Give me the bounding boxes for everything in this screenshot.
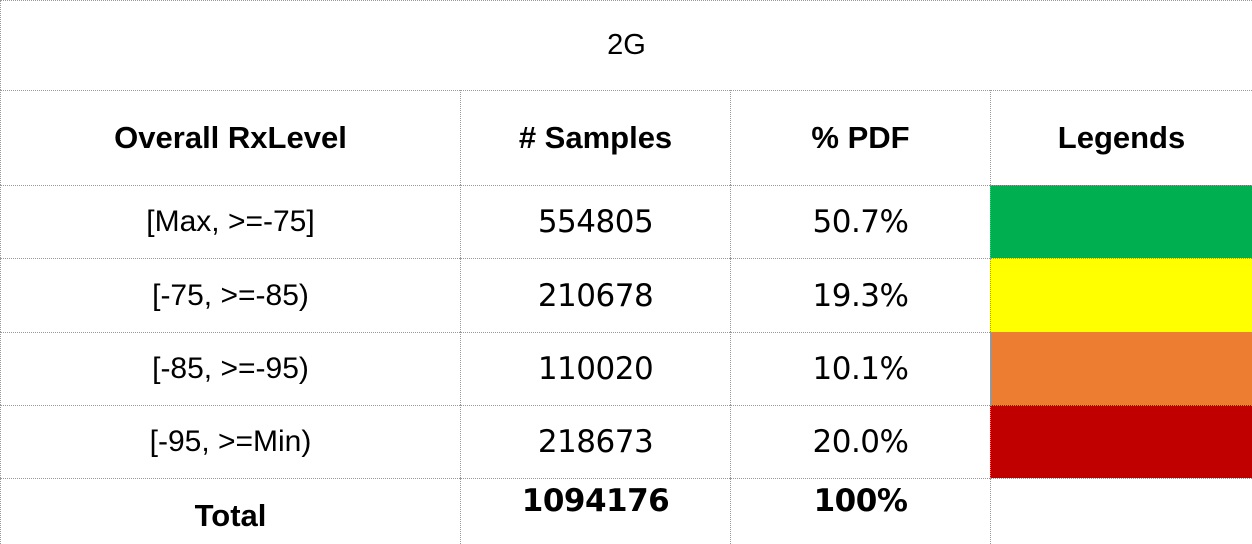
value: 210678 (460, 258, 730, 332)
column-header: % PDF (730, 90, 990, 185)
value: 218673 (460, 405, 730, 478)
range-label: [Max, >=-75] (0, 185, 460, 258)
legend-swatch (990, 405, 1252, 478)
column-header: # Samples (460, 90, 730, 185)
value: 554805 (460, 185, 730, 258)
column-header: Overall RxLevel (0, 90, 460, 185)
value: 50.7% (730, 185, 990, 258)
range-label: [-95, >=Min) (0, 405, 460, 478)
value: 20.0% (730, 405, 990, 478)
total-value: 100% (730, 478, 990, 544)
total-value: 1094176 (460, 478, 730, 544)
range-label: [-75, >=-85) (0, 258, 460, 332)
legend-swatch (990, 332, 1252, 405)
total-label: Total (0, 478, 460, 544)
value: 110020 (460, 332, 730, 405)
legend-swatch (990, 258, 1252, 332)
value: 19.3% (730, 258, 990, 332)
legend-swatch (990, 185, 1252, 258)
range-label: [-85, >=-95) (0, 332, 460, 405)
title: 2G (0, 0, 1252, 90)
value: 10.1% (730, 332, 990, 405)
column-header: Legends (990, 90, 1252, 185)
empty-cell (990, 478, 1252, 544)
